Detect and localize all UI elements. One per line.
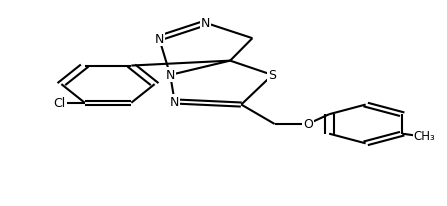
Text: N: N xyxy=(154,33,164,46)
Text: O: O xyxy=(303,118,313,131)
Text: CH₃: CH₃ xyxy=(413,130,435,143)
Text: N: N xyxy=(201,17,211,30)
Text: Cl: Cl xyxy=(54,97,66,110)
Text: N: N xyxy=(170,96,179,108)
Text: N: N xyxy=(165,69,175,82)
Text: S: S xyxy=(268,69,276,82)
